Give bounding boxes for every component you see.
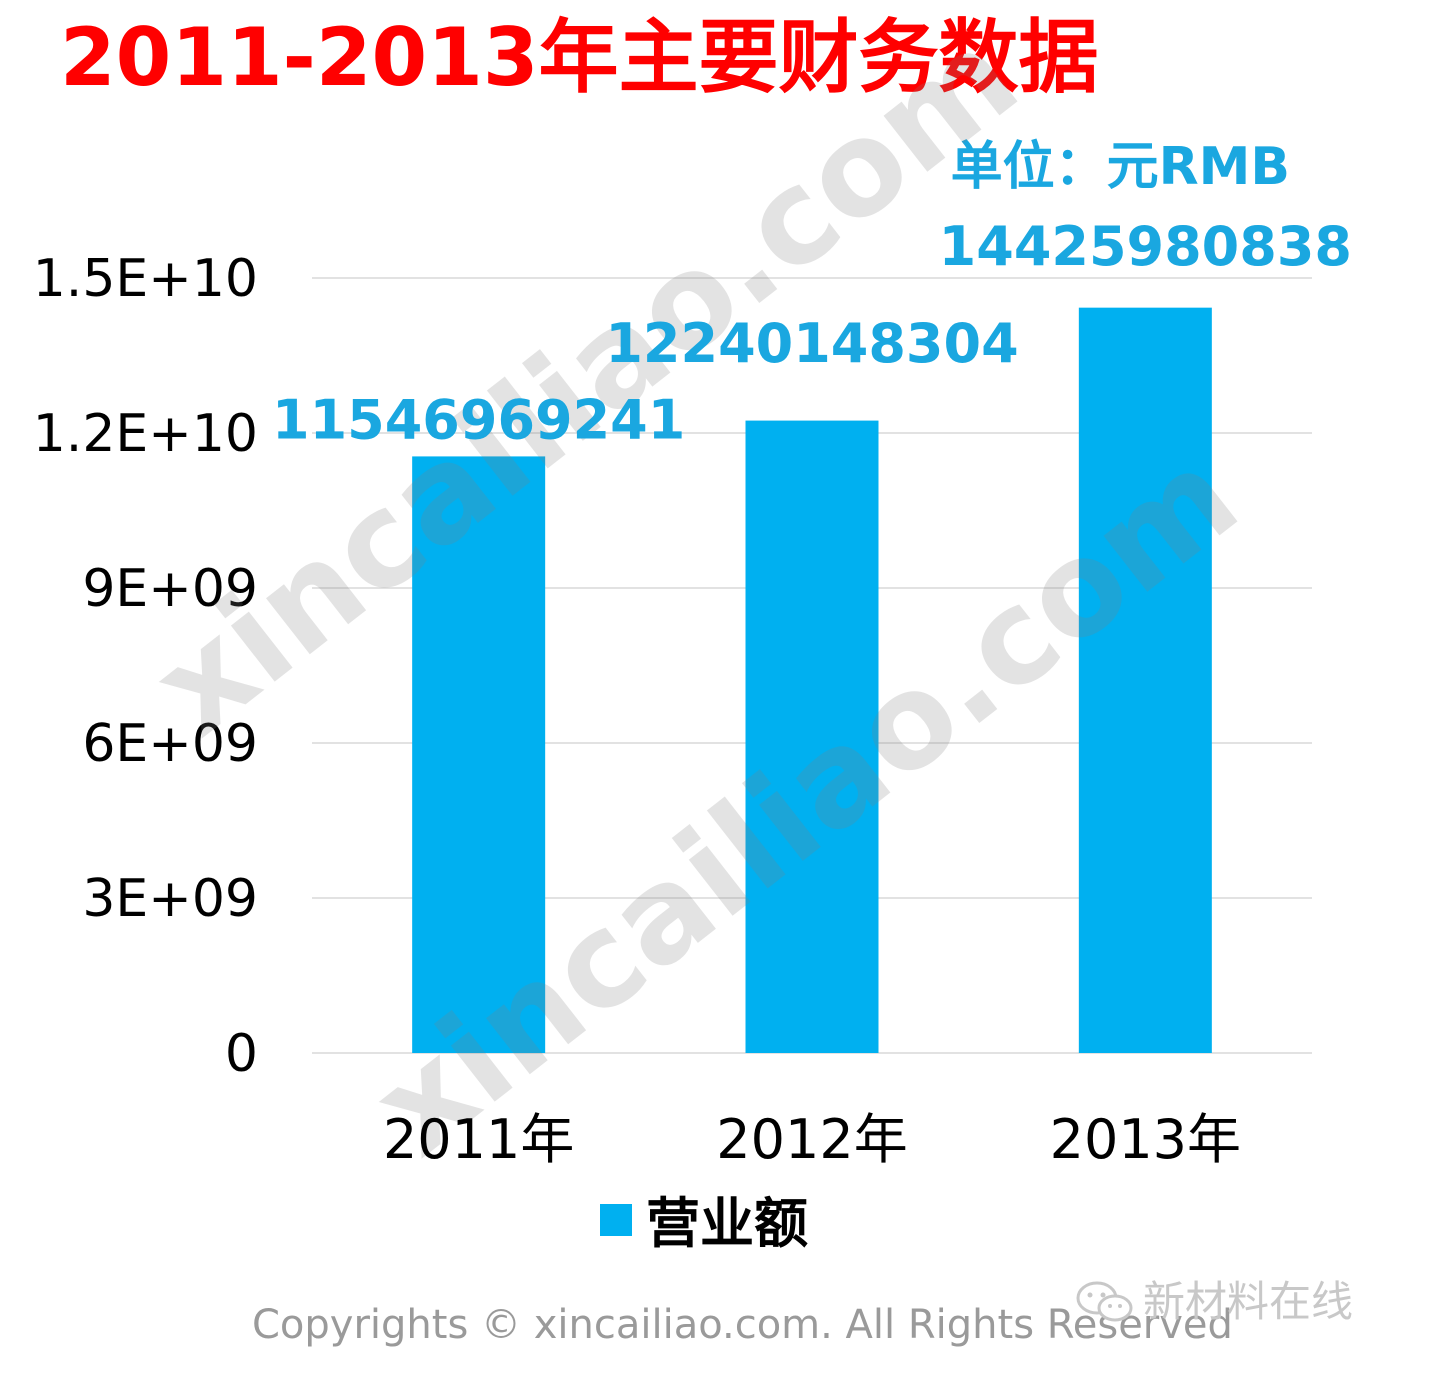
y-tick-label: 1.5E+10 bbox=[33, 249, 258, 309]
y-tick-label: 6E+09 bbox=[82, 714, 258, 774]
data-label: 14425980838 bbox=[939, 215, 1352, 278]
legend-swatch bbox=[600, 1204, 632, 1236]
unit-label: 单位：元RMB bbox=[950, 137, 1290, 197]
bar bbox=[745, 420, 879, 1053]
bar bbox=[1078, 307, 1212, 1053]
x-tick-label: 2011年 bbox=[383, 1108, 574, 1171]
bar bbox=[412, 456, 546, 1053]
copyright-footer: Copyrights © xincailiao.com. All Rights … bbox=[252, 1302, 1233, 1348]
x-tick-label: 2012年 bbox=[716, 1108, 907, 1171]
legend-label: 营业额 bbox=[646, 1192, 808, 1255]
chart-title: 2011-2013年主要财务数据 bbox=[60, 11, 1099, 104]
y-tick-label: 3E+09 bbox=[82, 869, 258, 929]
brand-watermark: 新材料在线 bbox=[1075, 1276, 1353, 1328]
data-label: 11546969241 bbox=[272, 388, 685, 451]
wechat-icon bbox=[1076, 1281, 1133, 1322]
x-tick-label: 2013年 bbox=[1050, 1108, 1241, 1171]
brand-text: 新材料在线 bbox=[1143, 1277, 1354, 1326]
y-tick-label: 0 bbox=[225, 1024, 258, 1084]
y-tick-label: 9E+09 bbox=[82, 559, 258, 619]
data-label: 12240148304 bbox=[605, 312, 1018, 375]
y-tick-label: 1.2E+10 bbox=[33, 404, 258, 464]
